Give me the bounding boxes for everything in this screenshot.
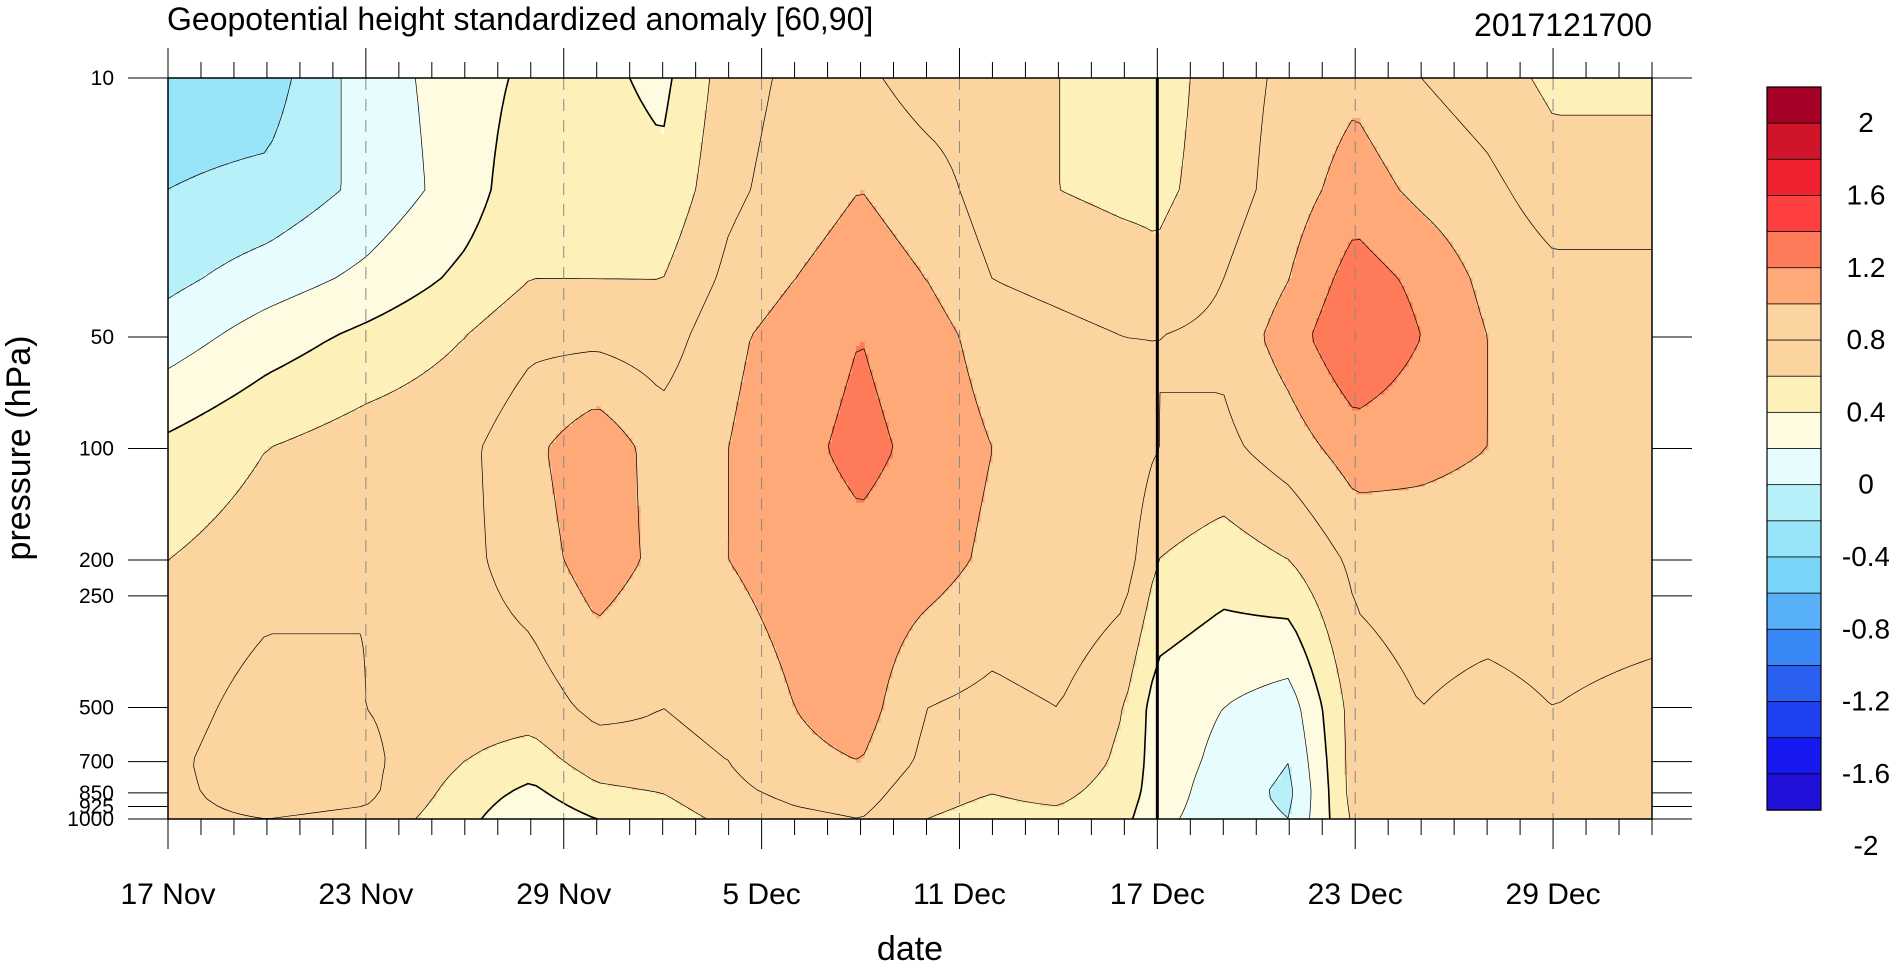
colorbar-label: 1.6 [1847, 179, 1886, 210]
y-tick-label: 100 [79, 438, 114, 461]
colorbar-swatch [1767, 485, 1821, 521]
colorbar-swatch [1767, 774, 1821, 810]
colorbar-swatch [1767, 593, 1821, 629]
colorbar-swatch [1767, 521, 1821, 557]
colorbar-swatch [1767, 629, 1821, 665]
colorbar-swatch [1767, 449, 1821, 485]
colorbar-swatch [1767, 738, 1821, 774]
colorbar-label: 0.4 [1847, 396, 1886, 427]
colorbar: 2 1.6 1.2 0.8 0.4 0 -0.4 -0.8 -1.2 -1.6 -2 [1767, 87, 1889, 861]
colorbar-swatch [1767, 412, 1821, 448]
x-tick-label: 17 Dec [1110, 878, 1205, 911]
colorbar-label: 0 [1858, 469, 1874, 500]
y-tick-label: 500 [79, 696, 114, 719]
colorbar-swatch [1767, 123, 1821, 159]
x-tick-label: 29 Dec [1506, 878, 1601, 911]
colorbar-swatch [1767, 268, 1821, 304]
colorbar-swatch [1767, 232, 1821, 268]
x-tick-label: 17 Nov [120, 878, 215, 911]
y-tick-label: 700 [79, 751, 114, 774]
x-tick-label: 5 Dec [722, 878, 800, 911]
x-tick-label: 29 Nov [516, 878, 611, 911]
contour-field [168, 78, 1653, 823]
y-tick-label: 250 [79, 585, 114, 608]
y-tick-label: 1000 [67, 808, 114, 831]
colorbar-label: -1.2 [1842, 686, 1889, 717]
colorbar-swatch [1767, 195, 1821, 231]
colorbar-swatch [1767, 304, 1821, 340]
x-tick-label: 23 Dec [1308, 878, 1403, 911]
chart-title: Geopotential height standardized anomaly… [167, 1, 873, 37]
colorbar-swatch [1767, 159, 1821, 195]
colorbar-swatch [1767, 340, 1821, 376]
x-axis-label: date [877, 930, 943, 963]
colorbar-label: -1.6 [1842, 758, 1889, 789]
colorbar-label: 1.2 [1847, 252, 1886, 283]
colorbar-label: 2 [1858, 107, 1874, 138]
colorbar-swatch [1767, 702, 1821, 738]
x-tick-label: 11 Dec [913, 878, 1006, 911]
colorbar-label: -0.8 [1842, 613, 1889, 644]
colorbar-label: -0.4 [1842, 541, 1889, 572]
colorbar-label: 0.8 [1847, 324, 1886, 355]
y-tick-label: 200 [79, 549, 114, 572]
x-tick-label: 23 Nov [318, 878, 413, 911]
colorbar-swatch [1767, 376, 1821, 412]
y-tick-label: 10 [91, 67, 114, 90]
date-stamp: 2017121700 [1474, 7, 1652, 43]
colorbar-swatch [1767, 665, 1821, 701]
y-axis-label: pressure (hPa) [0, 336, 38, 561]
y-tick-label: 50 [91, 326, 114, 349]
colorbar-swatch [1767, 557, 1821, 593]
colorbar-swatch [1767, 87, 1821, 123]
colorbar-label: -2 [1854, 830, 1879, 861]
